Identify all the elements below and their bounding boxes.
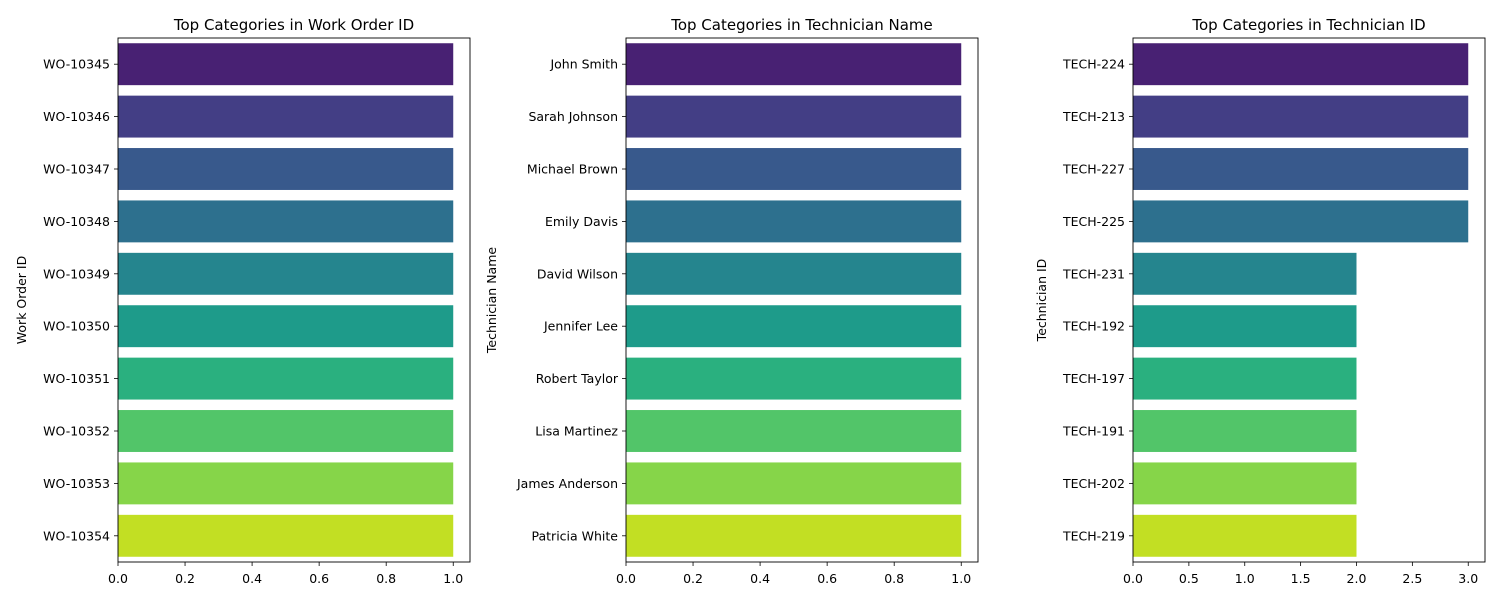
bar bbox=[118, 410, 454, 452]
y-tick-label: TECH-227 bbox=[1062, 162, 1125, 177]
bar bbox=[118, 305, 454, 348]
y-tick-label: WO-10352 bbox=[43, 424, 110, 439]
axes-frame bbox=[625, 37, 979, 563]
x-tick-label: 0.2 bbox=[683, 571, 703, 586]
y-axis-label: Work Order ID bbox=[14, 256, 29, 344]
chart-panel-3: Top Categories in Technician ID TECH-224 T… bbox=[1034, 16, 1486, 586]
bar bbox=[1133, 514, 1357, 557]
chart-title: Top Categories in Technician Name bbox=[670, 16, 933, 34]
x-tick-label: 0.5 bbox=[1179, 571, 1199, 586]
y-tick-label: TECH-224 bbox=[1062, 57, 1125, 72]
y-tick-label: Robert Taylor bbox=[536, 371, 619, 386]
bar bbox=[626, 305, 962, 348]
chart-panel-2: Top Categories in Technician Name John Sm… bbox=[484, 16, 979, 586]
bar bbox=[118, 148, 454, 190]
x-tick-label: 0.0 bbox=[108, 571, 128, 586]
bar bbox=[626, 410, 962, 452]
x-tick-label: 0.6 bbox=[309, 571, 329, 586]
x-tick-label: 0.4 bbox=[242, 571, 262, 586]
y-tick-label: TECH-192 bbox=[1062, 319, 1125, 334]
bar bbox=[118, 43, 454, 86]
bar bbox=[626, 200, 962, 243]
bar bbox=[118, 357, 454, 400]
y-tick-label: TECH-231 bbox=[1062, 266, 1125, 281]
x-tick-label: 3.0 bbox=[1458, 571, 1478, 586]
bar bbox=[1133, 462, 1357, 505]
y-axis-label: Technician Name bbox=[484, 247, 499, 354]
x-tick-label: 0.0 bbox=[1123, 571, 1143, 586]
bar bbox=[626, 462, 962, 505]
y-tick-label: TECH-197 bbox=[1062, 371, 1125, 386]
x-tick-label: 0.4 bbox=[750, 571, 770, 586]
y-tick-label: James Anderson bbox=[516, 476, 618, 491]
x-tick-label: 1.5 bbox=[1291, 571, 1311, 586]
y-tick-label: WO-10353 bbox=[43, 476, 110, 491]
chart-title: Top Categories in Technician ID bbox=[1191, 16, 1425, 34]
bar bbox=[1133, 43, 1469, 86]
chart-panel-1: Top Categories in Work Order ID WO-10345 W… bbox=[14, 16, 471, 586]
y-tick-label: TECH-213 bbox=[1062, 109, 1125, 124]
bar bbox=[1133, 95, 1469, 138]
bar bbox=[118, 514, 454, 557]
bar bbox=[626, 357, 962, 400]
y-tick-label: WO-10350 bbox=[43, 319, 110, 334]
bar bbox=[626, 148, 962, 190]
y-tick-label: WO-10345 bbox=[43, 57, 110, 72]
bar bbox=[626, 514, 962, 557]
chart-title: Top Categories in Work Order ID bbox=[173, 16, 414, 34]
bar bbox=[626, 95, 962, 138]
y-tick-label: WO-10348 bbox=[43, 214, 110, 229]
x-tick-label: 1.0 bbox=[443, 571, 463, 586]
x-tick-label: 2.0 bbox=[1347, 571, 1367, 586]
y-tick-label: Patricia White bbox=[532, 528, 619, 543]
y-tick-label: WO-10354 bbox=[43, 528, 110, 543]
y-tick-label: Emily Davis bbox=[545, 214, 618, 229]
bar bbox=[626, 252, 962, 295]
y-axis-label: Technician ID bbox=[1034, 259, 1049, 343]
y-tick-label: David Wilson bbox=[537, 266, 618, 281]
y-tick-label: WO-10347 bbox=[43, 162, 110, 177]
axes-frame bbox=[117, 37, 471, 563]
bar bbox=[118, 462, 454, 505]
bar bbox=[118, 95, 454, 138]
y-tick-label: TECH-202 bbox=[1062, 476, 1125, 491]
bar bbox=[626, 43, 962, 86]
bar bbox=[1133, 148, 1469, 190]
bar bbox=[1133, 357, 1357, 400]
bar bbox=[118, 252, 454, 295]
bar bbox=[1133, 200, 1469, 243]
bar bbox=[1133, 305, 1357, 348]
y-tick-label: WO-10349 bbox=[43, 266, 110, 281]
y-tick-label: TECH-225 bbox=[1062, 214, 1125, 229]
x-tick-label: 1.0 bbox=[1235, 571, 1255, 586]
y-tick-label: Jennifer Lee bbox=[543, 319, 618, 334]
y-tick-label: WO-10351 bbox=[43, 371, 110, 386]
bar bbox=[1133, 410, 1357, 452]
y-tick-label: John Smith bbox=[549, 57, 618, 72]
y-tick-label: Sarah Johnson bbox=[528, 109, 618, 124]
y-tick-label: WO-10346 bbox=[43, 109, 110, 124]
x-tick-label: 0.8 bbox=[376, 571, 396, 586]
x-tick-label: 2.5 bbox=[1402, 571, 1422, 586]
bar bbox=[118, 200, 454, 243]
x-tick-label: 1.0 bbox=[951, 571, 971, 586]
x-tick-label: 0.2 bbox=[175, 571, 195, 586]
bar bbox=[1133, 252, 1357, 295]
y-tick-label: TECH-191 bbox=[1062, 424, 1125, 439]
x-tick-label: 0.6 bbox=[817, 571, 837, 586]
x-tick-label: 0.0 bbox=[616, 571, 636, 586]
axes-frame bbox=[1132, 37, 1486, 563]
y-tick-label: Lisa Martinez bbox=[535, 424, 618, 439]
y-tick-label: TECH-219 bbox=[1062, 528, 1125, 543]
x-tick-label: 0.8 bbox=[884, 571, 904, 586]
y-tick-label: Michael Brown bbox=[527, 162, 618, 177]
